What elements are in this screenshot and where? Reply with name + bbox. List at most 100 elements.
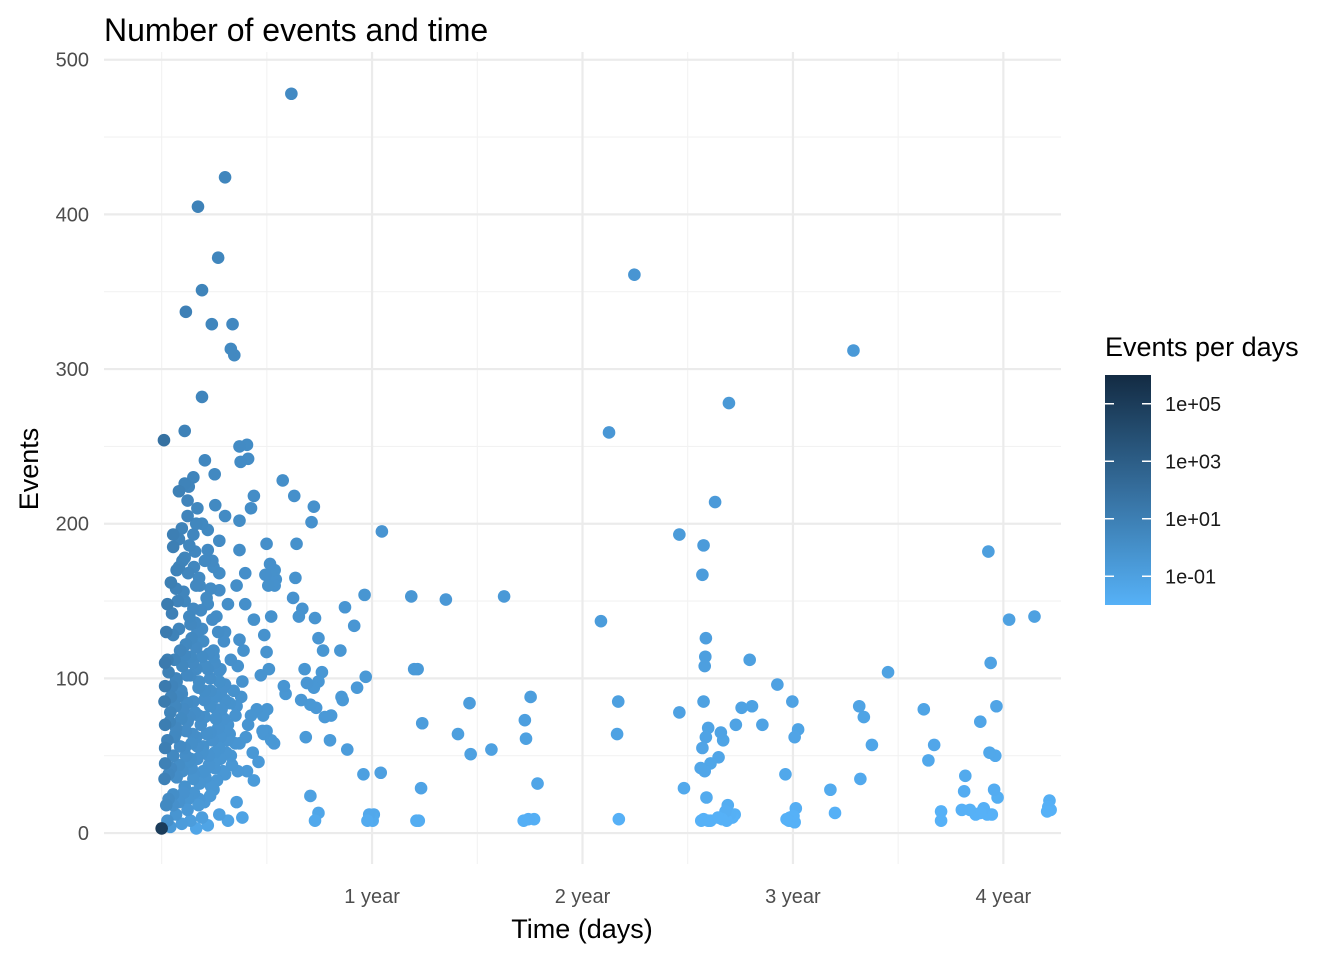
data-point xyxy=(164,576,178,589)
x-axis-ticks: 1 year 2 year 3 year 4 year xyxy=(344,886,1031,908)
data-point xyxy=(158,741,172,755)
data-point xyxy=(240,764,254,778)
data-point xyxy=(934,814,948,827)
data-point xyxy=(236,811,249,824)
data-point xyxy=(308,611,322,625)
data-point xyxy=(158,695,171,708)
data-point xyxy=(224,342,238,356)
data-point xyxy=(189,517,203,531)
data-point xyxy=(191,501,204,515)
data-point xyxy=(854,772,867,786)
data-point xyxy=(852,699,866,713)
legend-tick-label: 1e+05 xyxy=(1165,394,1221,416)
data-point xyxy=(722,396,736,410)
data-point xyxy=(917,703,931,716)
data-point xyxy=(213,808,226,821)
data-point xyxy=(922,754,935,767)
data-point xyxy=(594,614,608,628)
data-point xyxy=(305,515,318,529)
data-point xyxy=(304,789,317,803)
legend-color-bar xyxy=(1105,375,1151,605)
data-point xyxy=(260,645,273,659)
data-point xyxy=(957,785,971,798)
data-point xyxy=(179,305,193,319)
data-point xyxy=(338,600,352,614)
data-point xyxy=(218,170,232,184)
data-point xyxy=(166,540,180,554)
x-tick-label: 1 year xyxy=(344,886,400,908)
data-point xyxy=(464,747,477,761)
data-point xyxy=(198,554,212,568)
data-point xyxy=(233,543,246,557)
data-point xyxy=(745,699,759,713)
data-point xyxy=(497,590,511,603)
data-point xyxy=(195,283,209,297)
data-point xyxy=(183,610,196,623)
data-point xyxy=(177,786,190,800)
data-point xyxy=(1028,610,1041,623)
data-point xyxy=(172,484,186,498)
data-point xyxy=(165,607,179,620)
data-point xyxy=(743,653,756,667)
data-point xyxy=(611,695,625,708)
data-point xyxy=(173,644,187,657)
data-point xyxy=(237,644,250,657)
data-point xyxy=(934,805,948,818)
data-point xyxy=(180,669,194,682)
data-point xyxy=(183,539,196,552)
data-point xyxy=(205,317,219,331)
data-point xyxy=(357,767,370,781)
data-point xyxy=(181,566,195,580)
data-point xyxy=(300,676,314,690)
data-point xyxy=(756,718,769,732)
data-point xyxy=(780,812,793,826)
data-point xyxy=(195,811,209,824)
data-point xyxy=(211,625,225,639)
data-point xyxy=(200,591,213,605)
data-point xyxy=(735,701,748,715)
data-point xyxy=(983,746,996,759)
data-point xyxy=(973,715,987,729)
data-point xyxy=(234,455,247,469)
data-point xyxy=(238,566,252,580)
data-point xyxy=(208,498,222,512)
data-point xyxy=(699,730,713,744)
data-point xyxy=(334,644,347,657)
data-point xyxy=(225,758,239,772)
data-point xyxy=(195,650,209,664)
data-point xyxy=(233,633,246,647)
data-point xyxy=(927,738,941,752)
data-point xyxy=(982,545,995,558)
data-point xyxy=(359,670,373,684)
data-point xyxy=(192,798,205,812)
data-point xyxy=(350,681,364,694)
data-point xyxy=(221,597,235,611)
data-point xyxy=(485,743,498,756)
data-point xyxy=(286,591,300,605)
y-tick-label: 400 xyxy=(56,204,89,226)
data-point xyxy=(200,727,213,741)
data-point xyxy=(195,390,209,404)
data-point xyxy=(229,709,242,722)
data-point xyxy=(238,597,252,611)
data-point xyxy=(158,772,171,786)
legend-title: Events per days xyxy=(1105,332,1299,362)
data-point xyxy=(226,317,239,331)
data-point xyxy=(159,798,173,812)
data-point xyxy=(264,610,278,623)
data-point xyxy=(254,669,268,682)
data-point xyxy=(217,634,231,648)
x-tick-label: 2 year xyxy=(555,886,611,908)
data-point xyxy=(358,588,371,602)
data-point xyxy=(213,534,226,548)
data-point xyxy=(260,537,273,551)
data-point xyxy=(673,528,686,541)
color-legend: Events per days 1e+05 1e+03 1e+01 1e-01 xyxy=(1105,332,1299,605)
data-point xyxy=(374,766,388,780)
data-point xyxy=(697,539,710,552)
data-point xyxy=(256,724,269,738)
data-point xyxy=(224,653,238,667)
data-point xyxy=(1002,613,1016,626)
data-point xyxy=(163,706,177,719)
data-point xyxy=(247,774,261,787)
